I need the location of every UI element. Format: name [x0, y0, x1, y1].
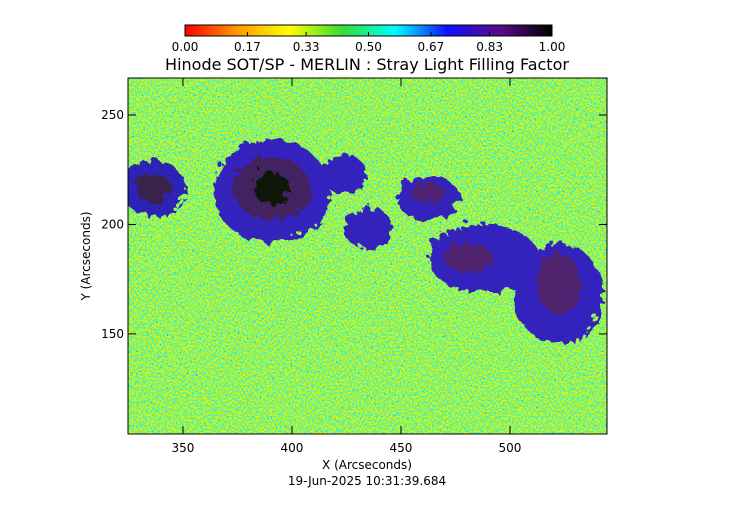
plot-frame — [127, 77, 608, 435]
x-axis-label: X (Arcseconds) — [322, 458, 412, 472]
y-axis-label: Y (Arcseconds) — [79, 211, 93, 301]
colorbar-tick-label: 0.33 — [293, 40, 320, 54]
colorbar-tick-label: 0.83 — [476, 40, 503, 54]
y-tick-label: 200 — [101, 217, 124, 231]
x-tick-label: 400 — [281, 441, 304, 455]
colorbar-tick-label: 0.67 — [418, 40, 445, 54]
x-tick-label: 350 — [171, 441, 194, 455]
x-tick-label: 450 — [390, 441, 413, 455]
solar-image — [128, 78, 607, 434]
colorbar-tick-label: 0.50 — [355, 40, 382, 54]
colorbar-tick-label: 0.17 — [234, 40, 261, 54]
footer-timestamp: 19-Jun-2025 10:31:39.684 — [288, 474, 446, 488]
colorbar-tick-label: 0.00 — [172, 40, 199, 54]
axes — [128, 78, 607, 434]
x-tick-label: 500 — [499, 441, 522, 455]
y-tick-label: 250 — [101, 108, 124, 122]
colorbar-tick-label: 1.00 — [539, 40, 566, 54]
chart-title: Hinode SOT/SP - MERLIN : Stray Light Fil… — [165, 55, 569, 74]
y-tick-label: 150 — [101, 327, 124, 341]
